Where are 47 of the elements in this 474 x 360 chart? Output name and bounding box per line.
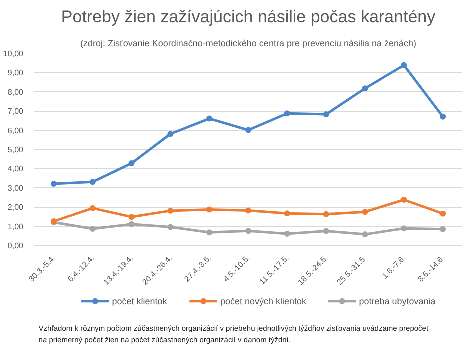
point [401, 197, 408, 203]
point [206, 116, 213, 122]
y-tick-label: 0,00 [8, 242, 24, 250]
point [284, 210, 290, 217]
point [206, 206, 213, 213]
y-tick-label: 8,00 [8, 88, 24, 97]
point [362, 86, 368, 92]
legend-label: potreba ubytovania [359, 296, 436, 306]
y-tick-label: 1,00 [8, 222, 24, 232]
point [168, 224, 174, 230]
y-tick-label: 9,00 [8, 68, 24, 78]
chart-subtitle: (zdroj: Zisťovanie Koordinačno-metodického centra pre prevenciu násilia na ženách) [80, 38, 417, 48]
point [440, 226, 446, 232]
point [90, 205, 96, 212]
point [323, 211, 330, 218]
point [206, 230, 213, 236]
y-tick-label: 7,00 [8, 107, 24, 116]
point [284, 230, 290, 237]
point [323, 228, 330, 234]
point [401, 62, 408, 68]
point [246, 228, 252, 234]
point [246, 127, 252, 134]
legend-label: počet nových klientok [220, 296, 308, 306]
point [168, 131, 174, 138]
point [128, 160, 135, 167]
y-tick-label: 6,00 [8, 126, 24, 136]
point [362, 209, 368, 216]
point [90, 226, 96, 232]
y-tick-label: 5,00 [8, 146, 24, 154]
point [284, 110, 290, 117]
y-tick-label: 3,00 [8, 184, 24, 193]
point [90, 179, 96, 186]
y-tick-label: 4,00 [8, 164, 24, 174]
point [323, 112, 330, 118]
point [362, 232, 368, 238]
point [440, 114, 446, 120]
point [50, 181, 57, 188]
point [440, 210, 446, 217]
point [168, 208, 174, 214]
point [246, 208, 252, 214]
y-tick-label: 10,00 [3, 50, 24, 58]
legend-label: počet klientok [112, 296, 168, 306]
point [401, 226, 408, 232]
chart-title: Potreby žien zažívajúcich násilie počas karantény [61, 8, 436, 26]
y-tick-label: 2,00 [8, 203, 24, 212]
point [128, 221, 135, 228]
point [128, 214, 135, 220]
